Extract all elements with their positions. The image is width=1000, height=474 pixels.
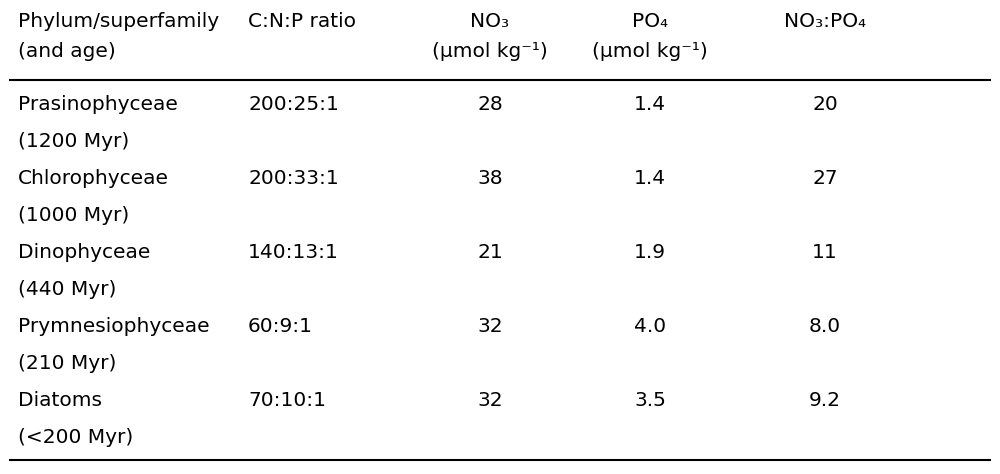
- Text: 32: 32: [477, 317, 503, 336]
- Text: 8.0: 8.0: [809, 317, 841, 336]
- Text: 1.4: 1.4: [634, 169, 666, 188]
- Text: Dinophyceae: Dinophyceae: [18, 243, 150, 262]
- Text: Prymnesiophyceae: Prymnesiophyceae: [18, 317, 210, 336]
- Text: 200:33:1: 200:33:1: [248, 169, 339, 188]
- Text: (μmol kg⁻¹): (μmol kg⁻¹): [432, 42, 548, 61]
- Text: (440 Myr): (440 Myr): [18, 280, 116, 299]
- Text: 140:13:1: 140:13:1: [248, 243, 339, 262]
- Text: PO₄: PO₄: [632, 12, 668, 31]
- Text: 28: 28: [477, 95, 503, 114]
- Text: 9.2: 9.2: [809, 391, 841, 410]
- Text: 20: 20: [812, 95, 838, 114]
- Text: 1.9: 1.9: [634, 243, 666, 262]
- Text: (<200 Myr): (<200 Myr): [18, 428, 133, 447]
- Text: 3.5: 3.5: [634, 391, 666, 410]
- Text: NO₃: NO₃: [470, 12, 510, 31]
- Text: 1.4: 1.4: [634, 95, 666, 114]
- Text: 200:25:1: 200:25:1: [248, 95, 339, 114]
- Text: C:N:P ratio: C:N:P ratio: [248, 12, 356, 31]
- Text: 38: 38: [477, 169, 503, 188]
- Text: Diatoms: Diatoms: [18, 391, 102, 410]
- Text: Chlorophyceae: Chlorophyceae: [18, 169, 169, 188]
- Text: Phylum/superfamily: Phylum/superfamily: [18, 12, 219, 31]
- Text: (1200 Myr): (1200 Myr): [18, 132, 129, 151]
- Text: (and age): (and age): [18, 42, 116, 61]
- Text: 4.0: 4.0: [634, 317, 666, 336]
- Text: Prasinophyceae: Prasinophyceae: [18, 95, 178, 114]
- Text: 27: 27: [812, 169, 838, 188]
- Text: (1000 Myr): (1000 Myr): [18, 206, 129, 225]
- Text: 70:10:1: 70:10:1: [248, 391, 326, 410]
- Text: NO₃:PO₄: NO₃:PO₄: [784, 12, 866, 31]
- Text: 21: 21: [477, 243, 503, 262]
- Text: 32: 32: [477, 391, 503, 410]
- Text: (μmol kg⁻¹): (μmol kg⁻¹): [592, 42, 708, 61]
- Text: (210 Myr): (210 Myr): [18, 354, 116, 373]
- Text: 60:9:1: 60:9:1: [248, 317, 313, 336]
- Text: 11: 11: [812, 243, 838, 262]
